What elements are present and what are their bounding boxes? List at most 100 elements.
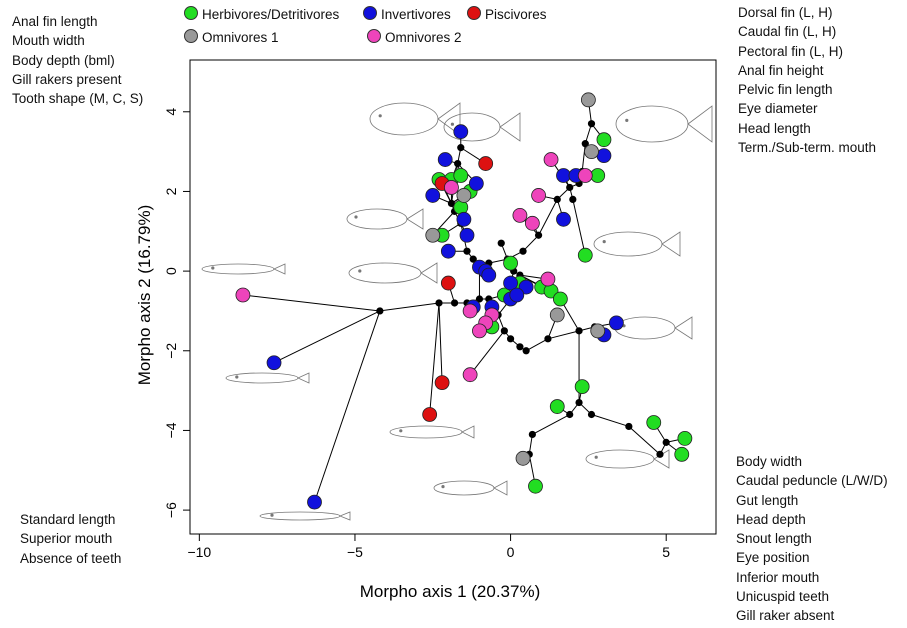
trait-list-top-left: Anal fin length Mouth width Body depth (bm… (12, 12, 143, 108)
fish-eye (270, 513, 274, 517)
tree-node (522, 347, 530, 355)
point-omnivores-2 (540, 271, 556, 287)
y-tick-label: −2 (163, 343, 179, 359)
y-tick-label: −6 (163, 502, 179, 518)
point-omnivores-2 (462, 303, 478, 319)
tree-node (447, 199, 456, 207)
point-invertivores (509, 287, 525, 303)
tree-node (463, 247, 471, 255)
fish-eye (625, 118, 629, 122)
fish-eye (235, 375, 239, 379)
fish-eye (354, 215, 358, 219)
tree-branch (628, 426, 661, 455)
trait-label: Pectoral fin (L, H) (738, 43, 844, 59)
trait-label: Anal fin height (738, 62, 824, 78)
point-invertivores (481, 267, 497, 283)
point-piscivores (478, 156, 494, 171)
point-invertivores (468, 176, 484, 191)
tree-node (454, 159, 462, 168)
point-omnivores-2 (235, 287, 251, 303)
tree-node (656, 450, 664, 458)
point-omnivores-2 (472, 323, 487, 339)
tree-tip-branch (438, 302, 443, 383)
fish-eye (450, 122, 454, 126)
x-tick-label: 0 (507, 544, 515, 560)
tree-edges (242, 99, 685, 503)
tree-node (519, 247, 527, 255)
trait-label: Caudal fin (L, H) (738, 24, 837, 40)
point-piscivores (422, 407, 438, 422)
fish-eye (378, 114, 382, 118)
trait-label: Body depth (bml) (12, 52, 115, 68)
tree-node (500, 327, 508, 335)
point-omnivores-1 (580, 92, 596, 108)
tree-node (497, 239, 505, 247)
legend-swatch (363, 6, 377, 20)
point-herbivores-detritivores (528, 478, 543, 494)
tree-node (575, 398, 583, 407)
fish-body (369, 102, 439, 136)
point-omnivores-2 (524, 215, 540, 231)
y-tick-label: 2 (163, 187, 179, 195)
eel-illustration-2 (225, 372, 310, 384)
needlefish-illustration (259, 511, 351, 521)
point-invertivores (307, 494, 322, 510)
trait-label: Standard length (20, 512, 116, 527)
point-invertivores (440, 243, 456, 259)
fish-body (346, 208, 408, 230)
trait-label: Body width (736, 454, 803, 469)
point-omnivores-1 (456, 188, 472, 203)
legend-item-invertivores: Invertivores (363, 6, 451, 22)
tree-node (581, 140, 589, 148)
legend-swatch (467, 6, 481, 20)
fish-eye (602, 240, 606, 244)
legend-label: Herbivores/Detritivores (202, 7, 340, 22)
data-points (235, 92, 693, 510)
tree-branch (379, 302, 440, 312)
point-herbivores-detritivores (590, 168, 606, 183)
tree-branch (532, 414, 570, 435)
legend-item-herbivores-detritivores: Herbivores/Detritivores (184, 6, 339, 22)
tetra-illustration (346, 208, 424, 230)
tree-tip-branch (572, 199, 586, 256)
point-invertivores (459, 227, 475, 243)
point-omnivores-1 (584, 144, 599, 160)
point-herbivores-detritivores (577, 247, 593, 263)
fish-body (593, 231, 663, 257)
trait-label: Eye diameter (738, 101, 818, 117)
point-omnivores-1 (590, 323, 606, 339)
tree-node (587, 120, 596, 128)
tree-tip-branch (242, 294, 380, 312)
tree-branch (522, 234, 539, 252)
point-invertivores (596, 148, 612, 163)
fish-silhouettes (201, 102, 713, 521)
point-invertivores (556, 211, 571, 227)
legend-item-omnivores-1: Omnivores 1 (184, 29, 279, 45)
trait-label: Absence of teeth (20, 550, 122, 566)
trait-list-bottom-right: Body width Caudal peduncle (L/W/D) Gut len… (736, 452, 888, 626)
point-omnivores-1 (515, 450, 531, 466)
point-herbivores-detritivores (596, 132, 612, 148)
pike-illustration (389, 425, 475, 439)
point-omnivores-2 (444, 180, 459, 195)
tree-node (469, 255, 477, 263)
trait-label: Head depth (736, 511, 806, 527)
sculpin-illustration (593, 231, 681, 257)
point-invertivores (503, 275, 518, 291)
point-invertivores (266, 355, 282, 371)
fish-tail (461, 425, 475, 439)
legend-label: Omnivores 1 (202, 30, 279, 45)
trait-label: Tooth shape (M, C, S) (12, 91, 144, 107)
trait-label: Gill rakers present (12, 71, 122, 87)
fish-body (585, 449, 655, 469)
tree-tip-branch (314, 310, 381, 503)
tree-node (553, 195, 561, 204)
fish-tail (674, 316, 693, 340)
tree-tip-branch (273, 310, 381, 364)
legend-swatch (184, 29, 198, 43)
x-tick-label: −10 (187, 544, 211, 560)
trait-list-top-right: Dorsal fin (L, H) Caudal fin (L, H) Pector… (738, 3, 876, 157)
fish-eye (211, 266, 215, 270)
point-herbivores-detritivores (646, 415, 662, 430)
